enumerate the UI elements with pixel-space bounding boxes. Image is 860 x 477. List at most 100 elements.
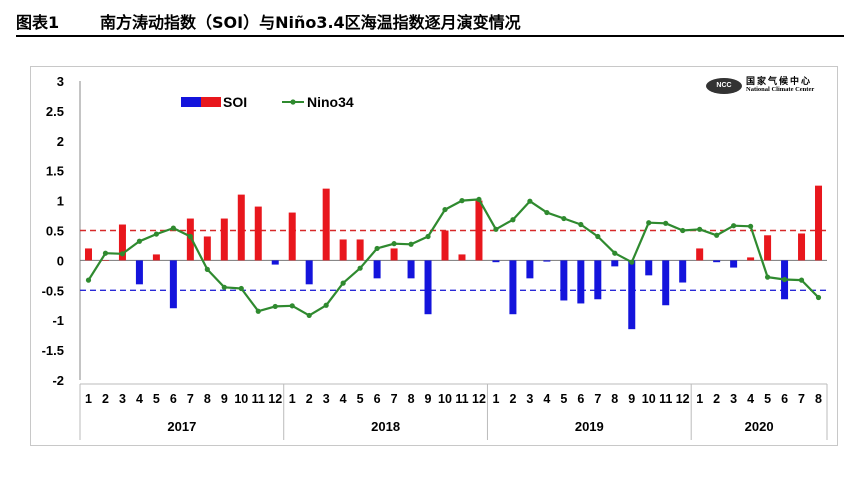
soi-bar <box>271 260 279 265</box>
soi-bar <box>254 206 262 261</box>
figure-title-text: 南方涛动指数（SOI）与Niño3.4区海温指数逐月演变情况 <box>100 13 521 32</box>
y-tick-label: 1 <box>57 194 64 209</box>
nino34-point <box>731 223 737 229</box>
month-tick-label: 7 <box>187 392 194 406</box>
nino34-point <box>748 223 754 229</box>
soi-bar <box>322 188 330 261</box>
nino34-point <box>697 226 703 232</box>
y-tick-label: -1.5 <box>42 343 64 358</box>
month-tick-label: 12 <box>268 392 282 406</box>
soi-bar <box>84 248 92 261</box>
soi-bar <box>713 260 721 263</box>
month-tick-label: 8 <box>204 392 211 406</box>
y-tick-label: 0.5 <box>46 224 64 239</box>
nino34-point <box>459 198 465 204</box>
soi-bar <box>509 260 517 315</box>
nino34-point <box>289 303 295 309</box>
nino34-point <box>714 232 720 238</box>
year-label: 2017 <box>167 419 196 434</box>
y-tick-label: 2.5 <box>46 104 64 119</box>
nino34-point <box>306 312 312 319</box>
nino34-point <box>238 285 244 292</box>
year-label: 2018 <box>371 419 400 434</box>
legend-nino34-label: Nino34 <box>307 94 354 110</box>
nino34-point <box>561 215 567 222</box>
nino34-point <box>357 265 363 271</box>
month-tick-label: 4 <box>136 392 143 406</box>
nino34-point <box>221 284 227 290</box>
chart-frame <box>30 66 838 446</box>
month-tick-label: 7 <box>594 392 601 406</box>
month-tick-label: 11 <box>659 392 672 406</box>
figure-title: 图表1 南方涛动指数（SOI）与Niño3.4区海温指数逐月演变情况 <box>16 9 521 33</box>
month-tick-label: 10 <box>234 392 248 406</box>
legend-soi-positive-swatch <box>201 97 221 107</box>
soi-bar <box>152 254 160 261</box>
month-tick-label: 3 <box>526 392 533 406</box>
month-tick-label: 8 <box>611 392 618 406</box>
nino34-point <box>815 294 822 301</box>
soi-bar <box>560 260 568 301</box>
y-tick-label: -2 <box>52 373 64 388</box>
y-tick-label: -1 <box>52 313 64 328</box>
nino34-point <box>272 303 278 310</box>
soi-bar <box>135 260 143 285</box>
soi-bar <box>237 194 245 261</box>
nino34-point <box>764 274 771 280</box>
soi-bar <box>203 236 211 261</box>
month-tick-label: 11 <box>252 392 265 406</box>
month-tick-label: 12 <box>676 392 690 406</box>
soi-bar <box>101 260 109 261</box>
month-tick-label: 1 <box>492 392 499 406</box>
legend-soi-label: SOI <box>223 94 247 110</box>
nino34-point <box>629 259 635 265</box>
month-tick-label: 12 <box>472 392 486 406</box>
month-tick-label: 3 <box>323 392 330 406</box>
figure-number: 图表1 <box>16 13 60 32</box>
month-tick-label: 6 <box>170 392 177 406</box>
nino34-point <box>680 227 686 234</box>
soi-bar <box>730 260 738 268</box>
soi-bar <box>475 200 483 261</box>
month-tick-label: 5 <box>357 392 364 406</box>
nino34-point <box>612 250 618 256</box>
soi-bar <box>407 260 415 279</box>
month-tick-label: 1 <box>289 392 296 406</box>
month-tick-label: 1 <box>696 392 703 406</box>
nino34-point <box>85 277 92 283</box>
nino34-point <box>102 250 109 256</box>
month-tick-label: 6 <box>374 392 381 406</box>
nino34-point <box>493 226 499 232</box>
legend-nino34-marker <box>290 99 296 105</box>
nino34-point <box>255 308 261 314</box>
soi-bar <box>815 185 823 261</box>
month-tick-label: 7 <box>798 392 805 406</box>
month-tick-label: 8 <box>408 392 415 406</box>
soi-bar <box>543 260 551 262</box>
month-tick-label: 10 <box>642 392 656 406</box>
nino34-point <box>544 209 550 216</box>
soi-bar <box>645 260 653 276</box>
y-tick-label: 1.5 <box>46 164 64 179</box>
soi-bar <box>594 260 602 300</box>
nino34-point <box>442 206 448 213</box>
soi-bar <box>764 235 772 261</box>
soi-bar <box>356 239 364 261</box>
month-tick-label: 5 <box>560 392 567 406</box>
month-tick-label: 3 <box>119 392 126 406</box>
nino34-point <box>425 233 431 240</box>
soi-bar <box>339 239 347 261</box>
year-label: 2019 <box>575 419 604 434</box>
month-tick-label: 2 <box>102 392 109 406</box>
nino34-line <box>87 198 820 317</box>
soi-bar <box>798 233 806 261</box>
month-tick-label: 5 <box>764 392 771 406</box>
y-tick-label: 3 <box>57 74 64 89</box>
nino34-point <box>391 241 397 247</box>
nino34-point <box>119 251 126 257</box>
month-tick-label: 2 <box>306 392 313 406</box>
nino34-point <box>476 196 482 203</box>
month-tick-label: 5 <box>153 392 160 406</box>
soi-bar <box>288 212 296 261</box>
